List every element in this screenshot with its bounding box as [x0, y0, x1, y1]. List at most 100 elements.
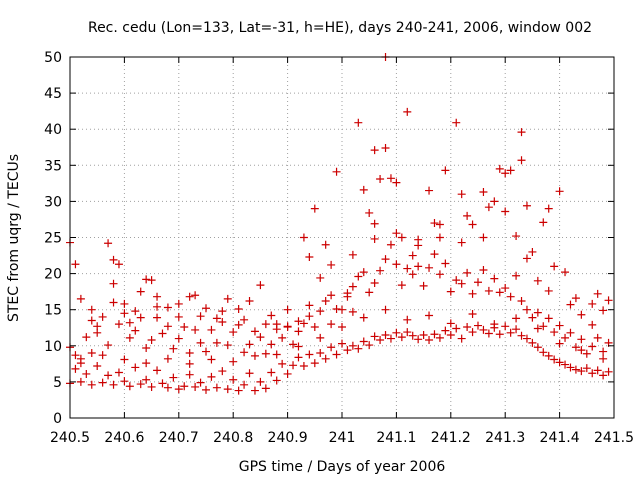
- data-point: [191, 291, 200, 300]
- data-point: [250, 351, 259, 360]
- data-point: [566, 328, 575, 337]
- data-point: [109, 255, 118, 264]
- data-point: [207, 355, 216, 364]
- data-point: [376, 336, 385, 345]
- data-point: [544, 204, 553, 213]
- data-point: [212, 338, 221, 347]
- data-point: [87, 305, 96, 314]
- data-point: [202, 304, 210, 313]
- data-point: [76, 354, 85, 363]
- data-point: [169, 344, 178, 353]
- data-point: [457, 279, 466, 288]
- data-point: [218, 307, 227, 316]
- data-point: [234, 304, 243, 313]
- data-point: [272, 350, 281, 359]
- data-point: [87, 316, 96, 325]
- data-point: [528, 313, 537, 322]
- data-point: [501, 207, 510, 216]
- data-point: [321, 354, 330, 363]
- data-point: [261, 384, 270, 393]
- data-point: [136, 380, 145, 389]
- data-point: [294, 353, 303, 362]
- data-point: [185, 292, 194, 301]
- data-point: [370, 146, 379, 155]
- data-point: [571, 294, 580, 303]
- data-point: [283, 369, 292, 378]
- data-point: [180, 323, 189, 332]
- data-point: [185, 349, 194, 358]
- data-point: [163, 354, 172, 363]
- data-point: [120, 355, 129, 364]
- data-point: [386, 334, 395, 343]
- data-point: [419, 330, 428, 339]
- data-point: [343, 346, 352, 355]
- data-point: [517, 156, 526, 165]
- data-point: [354, 118, 363, 127]
- data-point: [261, 320, 270, 329]
- data-point: [71, 351, 80, 360]
- data-point: [338, 305, 346, 314]
- data-point: [479, 233, 488, 242]
- data-point: [517, 331, 526, 340]
- data-point: [544, 351, 553, 360]
- data-point: [234, 320, 243, 329]
- data-point: [191, 325, 200, 334]
- y-tick-label: 50: [44, 50, 62, 66]
- data-point: [174, 312, 183, 321]
- data-point: [463, 211, 472, 220]
- axis-ticks: 240.5 240.6 240.7 240.8 240.9 241 241.1 241.2 24…: [44, 50, 634, 446]
- data-point: [163, 322, 172, 331]
- data-point: [131, 326, 140, 335]
- data-point: [174, 334, 183, 343]
- data-point: [294, 327, 303, 336]
- data-point: [479, 325, 488, 334]
- data-point: [256, 333, 265, 342]
- data-point: [425, 311, 434, 320]
- data-point: [403, 107, 412, 116]
- data-point: [495, 330, 504, 339]
- data-point: [430, 219, 439, 228]
- data-point: [109, 279, 118, 288]
- data-point: [490, 274, 499, 283]
- data-point: [359, 313, 368, 322]
- data-point: [561, 268, 570, 277]
- data-point: [588, 342, 597, 351]
- data-point: [299, 233, 308, 242]
- data-point: [441, 326, 450, 335]
- data-point: [153, 313, 162, 322]
- data-point: [533, 276, 542, 285]
- data-point: [435, 333, 444, 342]
- data-point: [229, 328, 238, 337]
- data-point: [191, 382, 200, 391]
- data-point: [392, 229, 401, 238]
- data-point: [370, 332, 379, 341]
- data-point: [365, 341, 374, 350]
- y-axis-label: STEC from uqrg / TECUs: [6, 154, 22, 322]
- data-point: [267, 368, 276, 377]
- data-point: [174, 299, 183, 308]
- data-point: [245, 369, 254, 378]
- data-point: [430, 330, 439, 339]
- data-point: [512, 232, 521, 241]
- data-point: [185, 370, 194, 379]
- data-point: [457, 190, 466, 199]
- data-point: [435, 220, 444, 229]
- data-point: [114, 320, 123, 329]
- data-point: [136, 313, 145, 322]
- data-point: [577, 346, 586, 355]
- data-point: [555, 187, 564, 196]
- data-point: [147, 336, 156, 345]
- data-point: [294, 317, 303, 326]
- data-point: [457, 238, 466, 247]
- data-point: [267, 340, 276, 349]
- data-point: [283, 323, 292, 332]
- data-point: [348, 282, 357, 291]
- data-point: [604, 296, 613, 305]
- data-point: [142, 343, 151, 352]
- data-point: [245, 340, 254, 349]
- data-point: [599, 306, 608, 315]
- data-point: [272, 325, 281, 334]
- data-point: [98, 312, 107, 321]
- y-tick-label: 35: [44, 158, 62, 174]
- data-point: [381, 143, 390, 152]
